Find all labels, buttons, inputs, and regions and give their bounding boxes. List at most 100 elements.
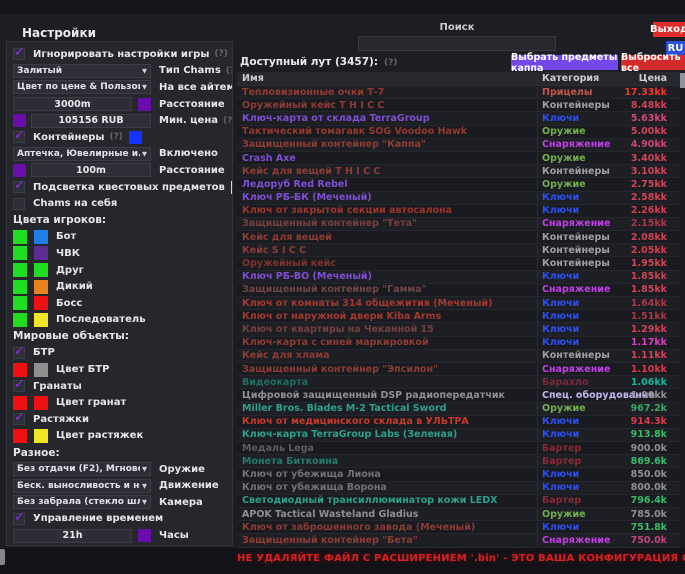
search-input[interactable] — [358, 36, 556, 51]
sidebar-rows: ✓ Игнорировать настройки игры (?) Залитый ▼ Т… — [11, 45, 232, 544]
color-swatch-secondary[interactable] — [34, 263, 48, 278]
item-name: Оружейный кейс — [242, 258, 336, 270]
color-swatch-secondary[interactable] — [34, 428, 48, 443]
dropdown[interactable]: Залитый ▼ — [13, 63, 151, 78]
table-row[interactable]: Ключ-карта от склада TerraGroup Ключи 5.63… — [237, 112, 680, 126]
color-swatch-secondary[interactable] — [34, 229, 48, 244]
color-swatch[interactable] — [13, 114, 26, 128]
color-swatch-secondary[interactable] — [34, 279, 48, 294]
table-row[interactable]: Ключ от квартиры на Чеканной 15 Ключи 1.29… — [237, 323, 680, 337]
checkbox[interactable]: ✓ — [13, 344, 25, 359]
table-row[interactable]: Кейс S I C C Контейнеры 2.05kk — [237, 244, 680, 258]
table-row[interactable]: Ледоруб Red Rebel Оружие 2.75kk — [237, 178, 680, 192]
table-row[interactable]: Тепловизионные очки Т-7 Прицелы 17.33kk — [237, 86, 680, 100]
table-row[interactable]: Ключ от медицинского склада в УЛЬТРА Ключ… — [237, 415, 680, 429]
dropdown[interactable]: Без забрала (стекло шлема)▼ — [13, 495, 151, 510]
color-swatch-primary[interactable] — [13, 362, 27, 377]
table-row[interactable]: Светодиодный трансиллюминатор кожи LEDX Б… — [237, 494, 680, 508]
color-swatch-secondary[interactable] — [34, 395, 48, 410]
color-swatch-secondary[interactable] — [34, 362, 48, 377]
table-row[interactable]: Кейс для вещей Контейнеры 2.08kk — [237, 231, 680, 245]
checkbox[interactable]: ✓ — [13, 178, 25, 194]
slider[interactable]: 3000m — [13, 97, 132, 112]
table-row[interactable]: Miller Bros. Blades M-2 Tactical Sword Ор… — [237, 402, 680, 416]
slider[interactable]: 100m — [31, 163, 151, 178]
item-price: 785.0k — [630, 508, 667, 520]
color-swatch[interactable] — [138, 97, 151, 111]
column-header-price[interactable]: Цена — [638, 73, 667, 84]
table-row[interactable]: Оружейный кейс T H I C C Контейнеры 8.48kk — [237, 99, 680, 113]
table-row[interactable]: Ключ от убежища Ворона Ключи 800.0k — [237, 481, 680, 495]
chevron-down-icon: ▼ — [142, 465, 147, 474]
table-row[interactable]: Защищенный контейнер "Гамма" Снаряжение 1.… — [237, 283, 680, 297]
color-swatch-secondary[interactable] — [34, 312, 48, 327]
checkbox[interactable]: ✓ — [13, 410, 25, 426]
select-kappa-items-button[interactable]: Выбрать предметы каппа — [511, 51, 618, 74]
column-header-category[interactable]: Категория — [537, 73, 609, 84]
table-row[interactable]: Тактический томагавк SOG Voodoo Hawk Оруж… — [237, 125, 680, 139]
table-row[interactable]: Видеокарта Барахло 1.06kk — [237, 376, 680, 390]
color-swatch-secondary[interactable] — [34, 296, 48, 311]
color-swatch-primary[interactable] — [13, 229, 27, 244]
item-category: Снаряжение — [537, 363, 610, 375]
table-scrollbar[interactable] — [680, 72, 685, 548]
left-edge-tab[interactable] — [0, 549, 5, 565]
color-swatch-primary[interactable] — [13, 395, 27, 410]
table-row[interactable]: Ключ от закрытой секции автосалона Ключи 2… — [237, 204, 680, 218]
checkbox[interactable]: ✓ — [13, 377, 25, 393]
table-row[interactable]: Кейс для вещей T H I C C Контейнеры 3.10kk — [237, 165, 680, 179]
sidebar-row-checkbox: ✓ Растяжки — [11, 410, 228, 428]
table-row[interactable]: Защищенный контейнер "Эпсилон" Снаряжение… — [237, 362, 680, 377]
table-row[interactable]: Ключ-карта TerraGroup Labs (Зеленая) Ключ… — [237, 428, 680, 443]
color-swatch-primary[interactable] — [13, 296, 27, 311]
column-header-name[interactable]: Имя — [242, 73, 264, 84]
dropdown[interactable]: Беск. выносливость и нет уста▼ — [13, 478, 151, 493]
color-swatch[interactable] — [128, 130, 142, 144]
color-swatch-primary[interactable] — [13, 263, 27, 278]
table-row[interactable]: APOK Tactical Wasteland Gladius Оружие 785… — [237, 508, 680, 522]
item-category: Ключи — [537, 271, 609, 283]
color-swatch[interactable] — [230, 180, 232, 194]
color-swatch[interactable] — [13, 163, 26, 177]
table-row[interactable]: Ключ РБ-БК (Меченый) Ключи 2.58kk — [237, 191, 680, 205]
color-swatch-primary[interactable] — [13, 246, 27, 261]
table-row[interactable]: Ключ РБ-ВО (Меченый) Ключи 1.85kk — [237, 270, 680, 284]
color-swatch[interactable] — [138, 529, 151, 543]
language-button[interactable]: RU — [666, 41, 685, 56]
item-name: Ключ от закрытой секции автосалона — [242, 205, 453, 217]
dropdown[interactable]: Аптечка, Ювелирные и... ▼ — [13, 146, 151, 161]
exit-button[interactable]: Выход — [649, 22, 685, 37]
table-row[interactable]: Crash Axe Оружие 3.40kk — [237, 151, 680, 166]
checkbox[interactable] — [13, 197, 25, 210]
dropdown[interactable]: Цвет по цене & Пользователь▼ — [13, 80, 151, 95]
table-row[interactable]: Защищенный контейнер "Тета" Снаряжение 2.1… — [237, 217, 680, 232]
checkbox[interactable]: ✓ — [13, 510, 25, 525]
table-row[interactable]: Оружейный кейс Контейнеры 1.95kk — [237, 257, 680, 271]
table-row[interactable]: Ключ от наружной двери Kiba Arms Ключи 1.5… — [237, 310, 680, 324]
drop-all-button[interactable]: Выбросить все — [621, 52, 685, 74]
checkbox[interactable]: ✓ — [13, 128, 25, 144]
item-name: Ключ от убежища Ворона — [242, 482, 387, 494]
table-row[interactable]: Защищенный контейнер "Бета" Снаряжение 750… — [237, 534, 680, 548]
dropdown[interactable]: Без отдачи (F2), Мгновенное п▼ — [13, 462, 151, 477]
table-row[interactable]: Кейс для хлама Контейнеры 1.11kk — [237, 349, 680, 363]
table-row[interactable]: Ключ от комнаты 314 общежития (Меченый) К… — [237, 297, 680, 311]
colorpair-label: Цвет БТР — [56, 364, 110, 376]
table-row[interactable]: Монета Биткоина Бартер 869.6k — [237, 455, 680, 469]
slider[interactable]: 21h — [13, 528, 132, 543]
table-row[interactable]: Ключ-карта с синей маркировкой Ключи 1.17k… — [237, 336, 680, 350]
table-row[interactable]: Ключ от убежища Лиона Ключи 850.0k — [237, 468, 680, 482]
colorpair-label: Друг — [56, 264, 84, 276]
scrollbar-thumb[interactable] — [680, 73, 685, 88]
table-row[interactable]: Ключ от заброшенного завода (Меченый) Клю… — [237, 521, 680, 535]
item-price: 3.10kk — [630, 165, 667, 177]
table-row[interactable]: Цифровой защищенный DSP радиопередатчик С… — [237, 389, 680, 403]
color-swatch-primary[interactable] — [13, 279, 27, 294]
table-row[interactable]: Медаль Lega Бартер 900.0k — [237, 442, 680, 456]
slider[interactable]: 105156 RUB — [31, 113, 151, 128]
checkbox[interactable]: ✓ — [13, 45, 25, 61]
table-row[interactable]: Защищенный контейнер "Каппа" Снаряжение 4.… — [237, 138, 680, 152]
color-swatch-primary[interactable] — [13, 312, 27, 327]
color-swatch-secondary[interactable] — [34, 246, 48, 261]
color-swatch-primary[interactable] — [13, 428, 27, 443]
